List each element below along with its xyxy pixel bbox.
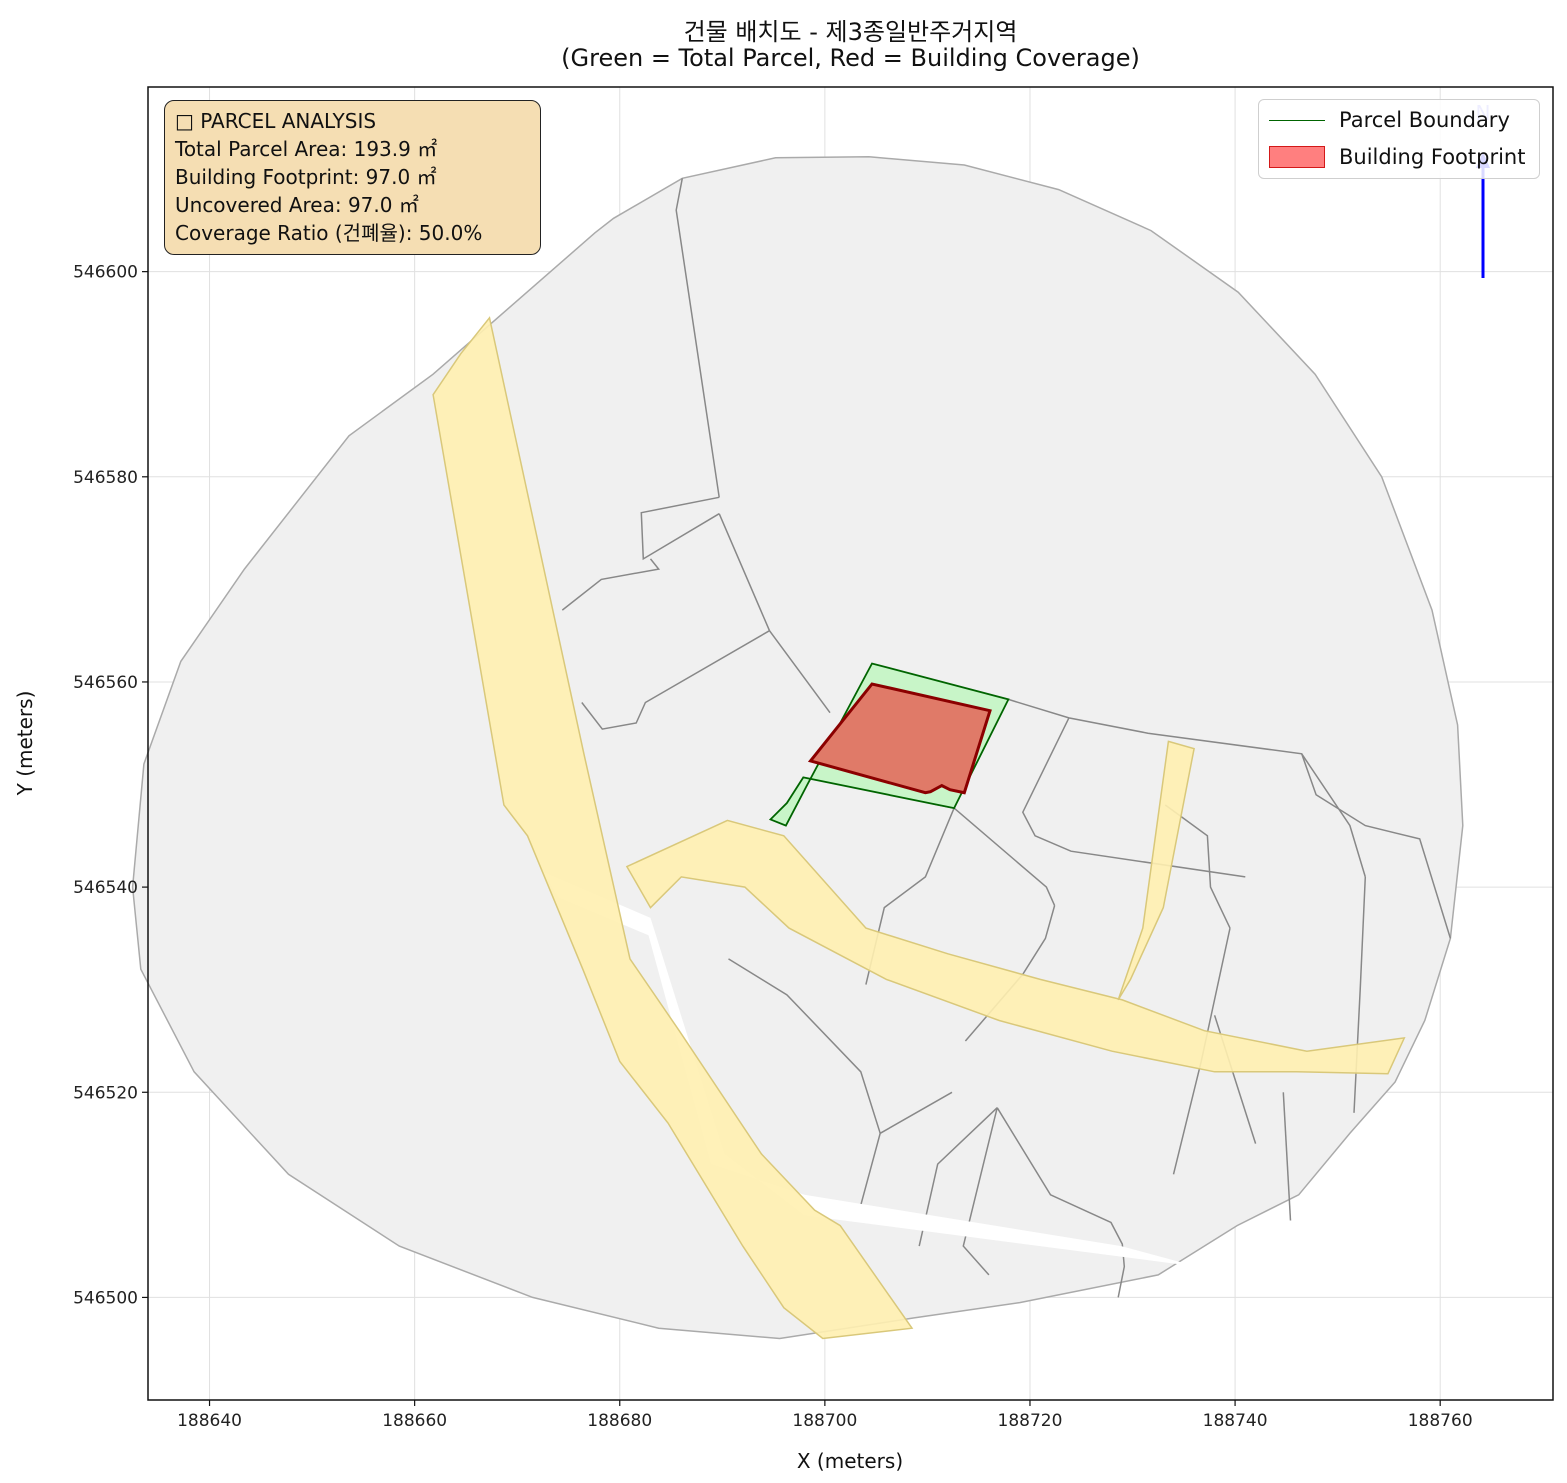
context-parcel-edge xyxy=(675,178,720,498)
x-tick-label: 188640 xyxy=(177,1411,242,1431)
plot-frame xyxy=(147,86,1554,1401)
y-tick-label: 546500 xyxy=(73,1288,138,1308)
chart-title-line1: 건물 배치도 - 제3종일반주거지역 xyxy=(683,18,1018,46)
x-tick-label: 188720 xyxy=(998,1411,1063,1431)
context-parcels-area xyxy=(131,156,1464,1340)
y-tick-label: 546560 xyxy=(73,673,138,693)
legend-parcel-label: Parcel Boundary xyxy=(1339,108,1510,132)
legend-parcel-swatch xyxy=(1269,119,1325,121)
road-segment xyxy=(1117,740,1195,1001)
context-parcel-edge xyxy=(581,630,770,730)
legend-building-label: Building Footprint xyxy=(1339,145,1526,169)
x-tick-label: 188740 xyxy=(1203,1411,1268,1431)
info-building-footprint: Building Footprint: 97.0 ㎡ xyxy=(175,165,437,189)
x-tick-label: 188660 xyxy=(382,1411,447,1431)
building-footprint xyxy=(807,682,992,795)
chart-title-line2: (Green = Total Parcel, Red = Building Co… xyxy=(561,44,1140,72)
map-layers xyxy=(131,156,1464,1340)
x-tick-label: 188700 xyxy=(792,1411,857,1431)
y-tick-label: 546520 xyxy=(73,1083,138,1103)
context-parcel-edge xyxy=(1021,717,1246,878)
context-parcel-edge xyxy=(962,1107,998,1276)
x-tick-label: 188760 xyxy=(1408,1411,1473,1431)
y-axis-label: Y (meters) xyxy=(13,691,37,797)
parcel-analysis-box: □ PARCEL ANALYSIS Total Parcel Area: 193… xyxy=(164,100,541,255)
x-axis-label: X (meters) xyxy=(797,1449,903,1473)
legend: Parcel Boundary Building Footprint xyxy=(1258,99,1540,179)
context-parcel-edge xyxy=(996,1107,1126,1298)
legend-entry-building: Building Footprint xyxy=(1269,142,1525,172)
y-tick-label: 546540 xyxy=(73,878,138,898)
info-total-parcel-area: Total Parcel Area: 193.9 ㎡ xyxy=(175,137,438,161)
context-parcel-edge xyxy=(640,496,720,561)
context-parcel-edge xyxy=(1164,804,1231,929)
context-parcel-edge xyxy=(728,958,881,1134)
legend-building-swatch xyxy=(1269,146,1325,168)
road-segment xyxy=(432,316,914,1340)
info-uncovered-area: Uncovered Area: 97.0 ㎡ xyxy=(175,193,419,217)
x-tick-label: 188680 xyxy=(587,1411,652,1431)
context-parcel-edge xyxy=(1282,1092,1292,1221)
info-heading: □ PARCEL ANALYSIS xyxy=(175,109,377,133)
context-parcel-edge xyxy=(1008,698,1452,939)
context-parcel-edge xyxy=(561,558,661,611)
y-tick-label: 546600 xyxy=(73,263,138,283)
legend-entry-parcel: Parcel Boundary xyxy=(1269,105,1510,135)
context-parcel-edge xyxy=(1301,753,1367,878)
road-segment xyxy=(625,819,1406,1075)
axis-ticks: 188640 188660 188680 188700 188720 188740 1887… xyxy=(73,263,1473,1431)
info-coverage-ratio: Coverage Ratio (건폐율): 50.0% xyxy=(175,221,483,245)
y-tick-label: 546580 xyxy=(73,468,138,488)
